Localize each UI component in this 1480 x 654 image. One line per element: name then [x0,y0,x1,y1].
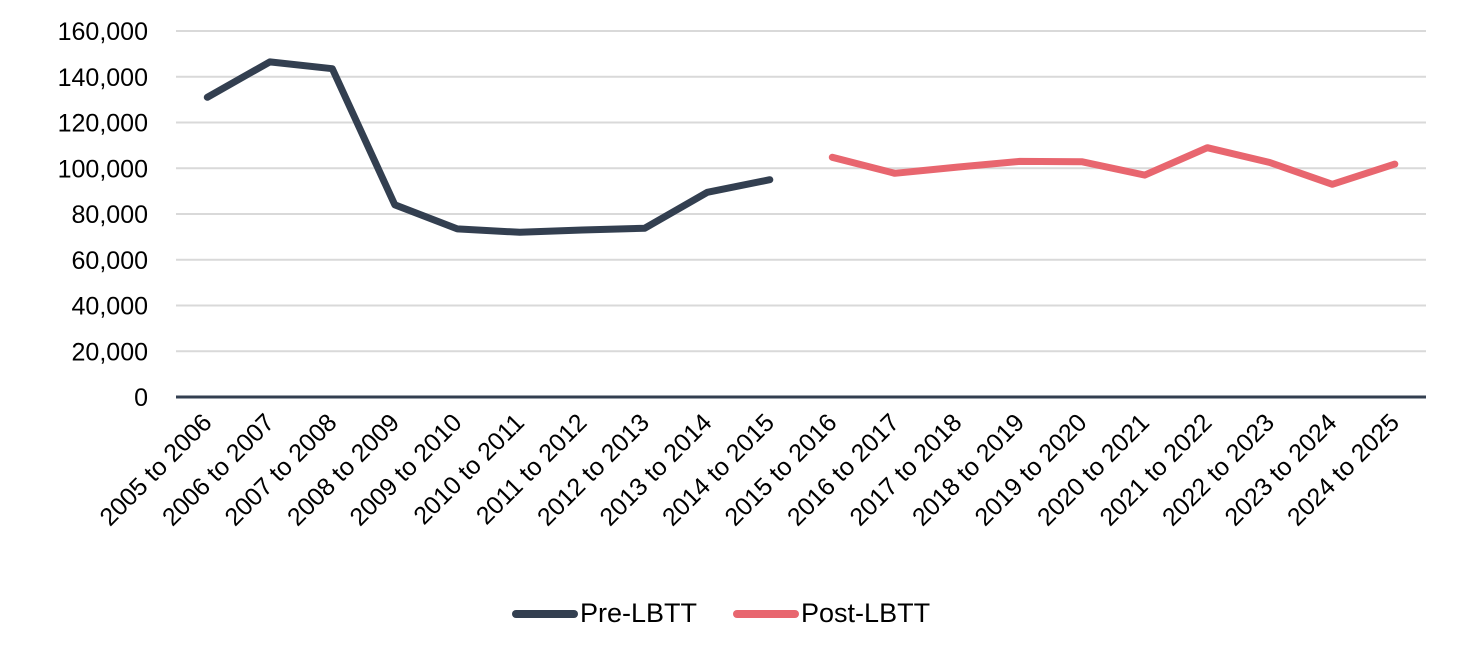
y-tick-label: 20,000 [72,338,148,366]
legend-item-post-lbtt: Post-LBTT [733,598,930,629]
line-chart: 0 20,000 40,000 60,000 80,000 100,000 120,000 1… [58,18,1426,531]
legend-swatch-pre-lbtt [512,609,578,618]
y-tick-label: 80,000 [72,201,148,229]
legend-label: Post-LBTT [801,598,931,628]
y-axis-ticks: 0 20,000 40,000 60,000 80,000 100,000 120,000 1… [58,18,148,412]
series-lines [203,58,1399,236]
legend: Pre-LBTT Post-LBTT [512,598,930,629]
gridlines [176,30,1426,353]
y-tick-label: 100,000 [58,155,148,183]
series-line-post-lbtt [828,144,1399,188]
y-tick-label: 0 [134,384,148,412]
series-line-pre-lbtt [203,58,774,236]
y-tick-label: 160,000 [58,18,148,46]
y-tick-label: 120,000 [58,110,148,138]
legend-swatch-post-lbtt [733,609,800,618]
legend-label: Pre-LBTT [580,598,698,628]
y-tick-label: 60,000 [72,247,148,275]
y-tick-label: 40,000 [72,293,148,321]
legend-item-pre-lbtt: Pre-LBTT [512,598,697,629]
y-tick-label: 140,000 [58,64,148,92]
